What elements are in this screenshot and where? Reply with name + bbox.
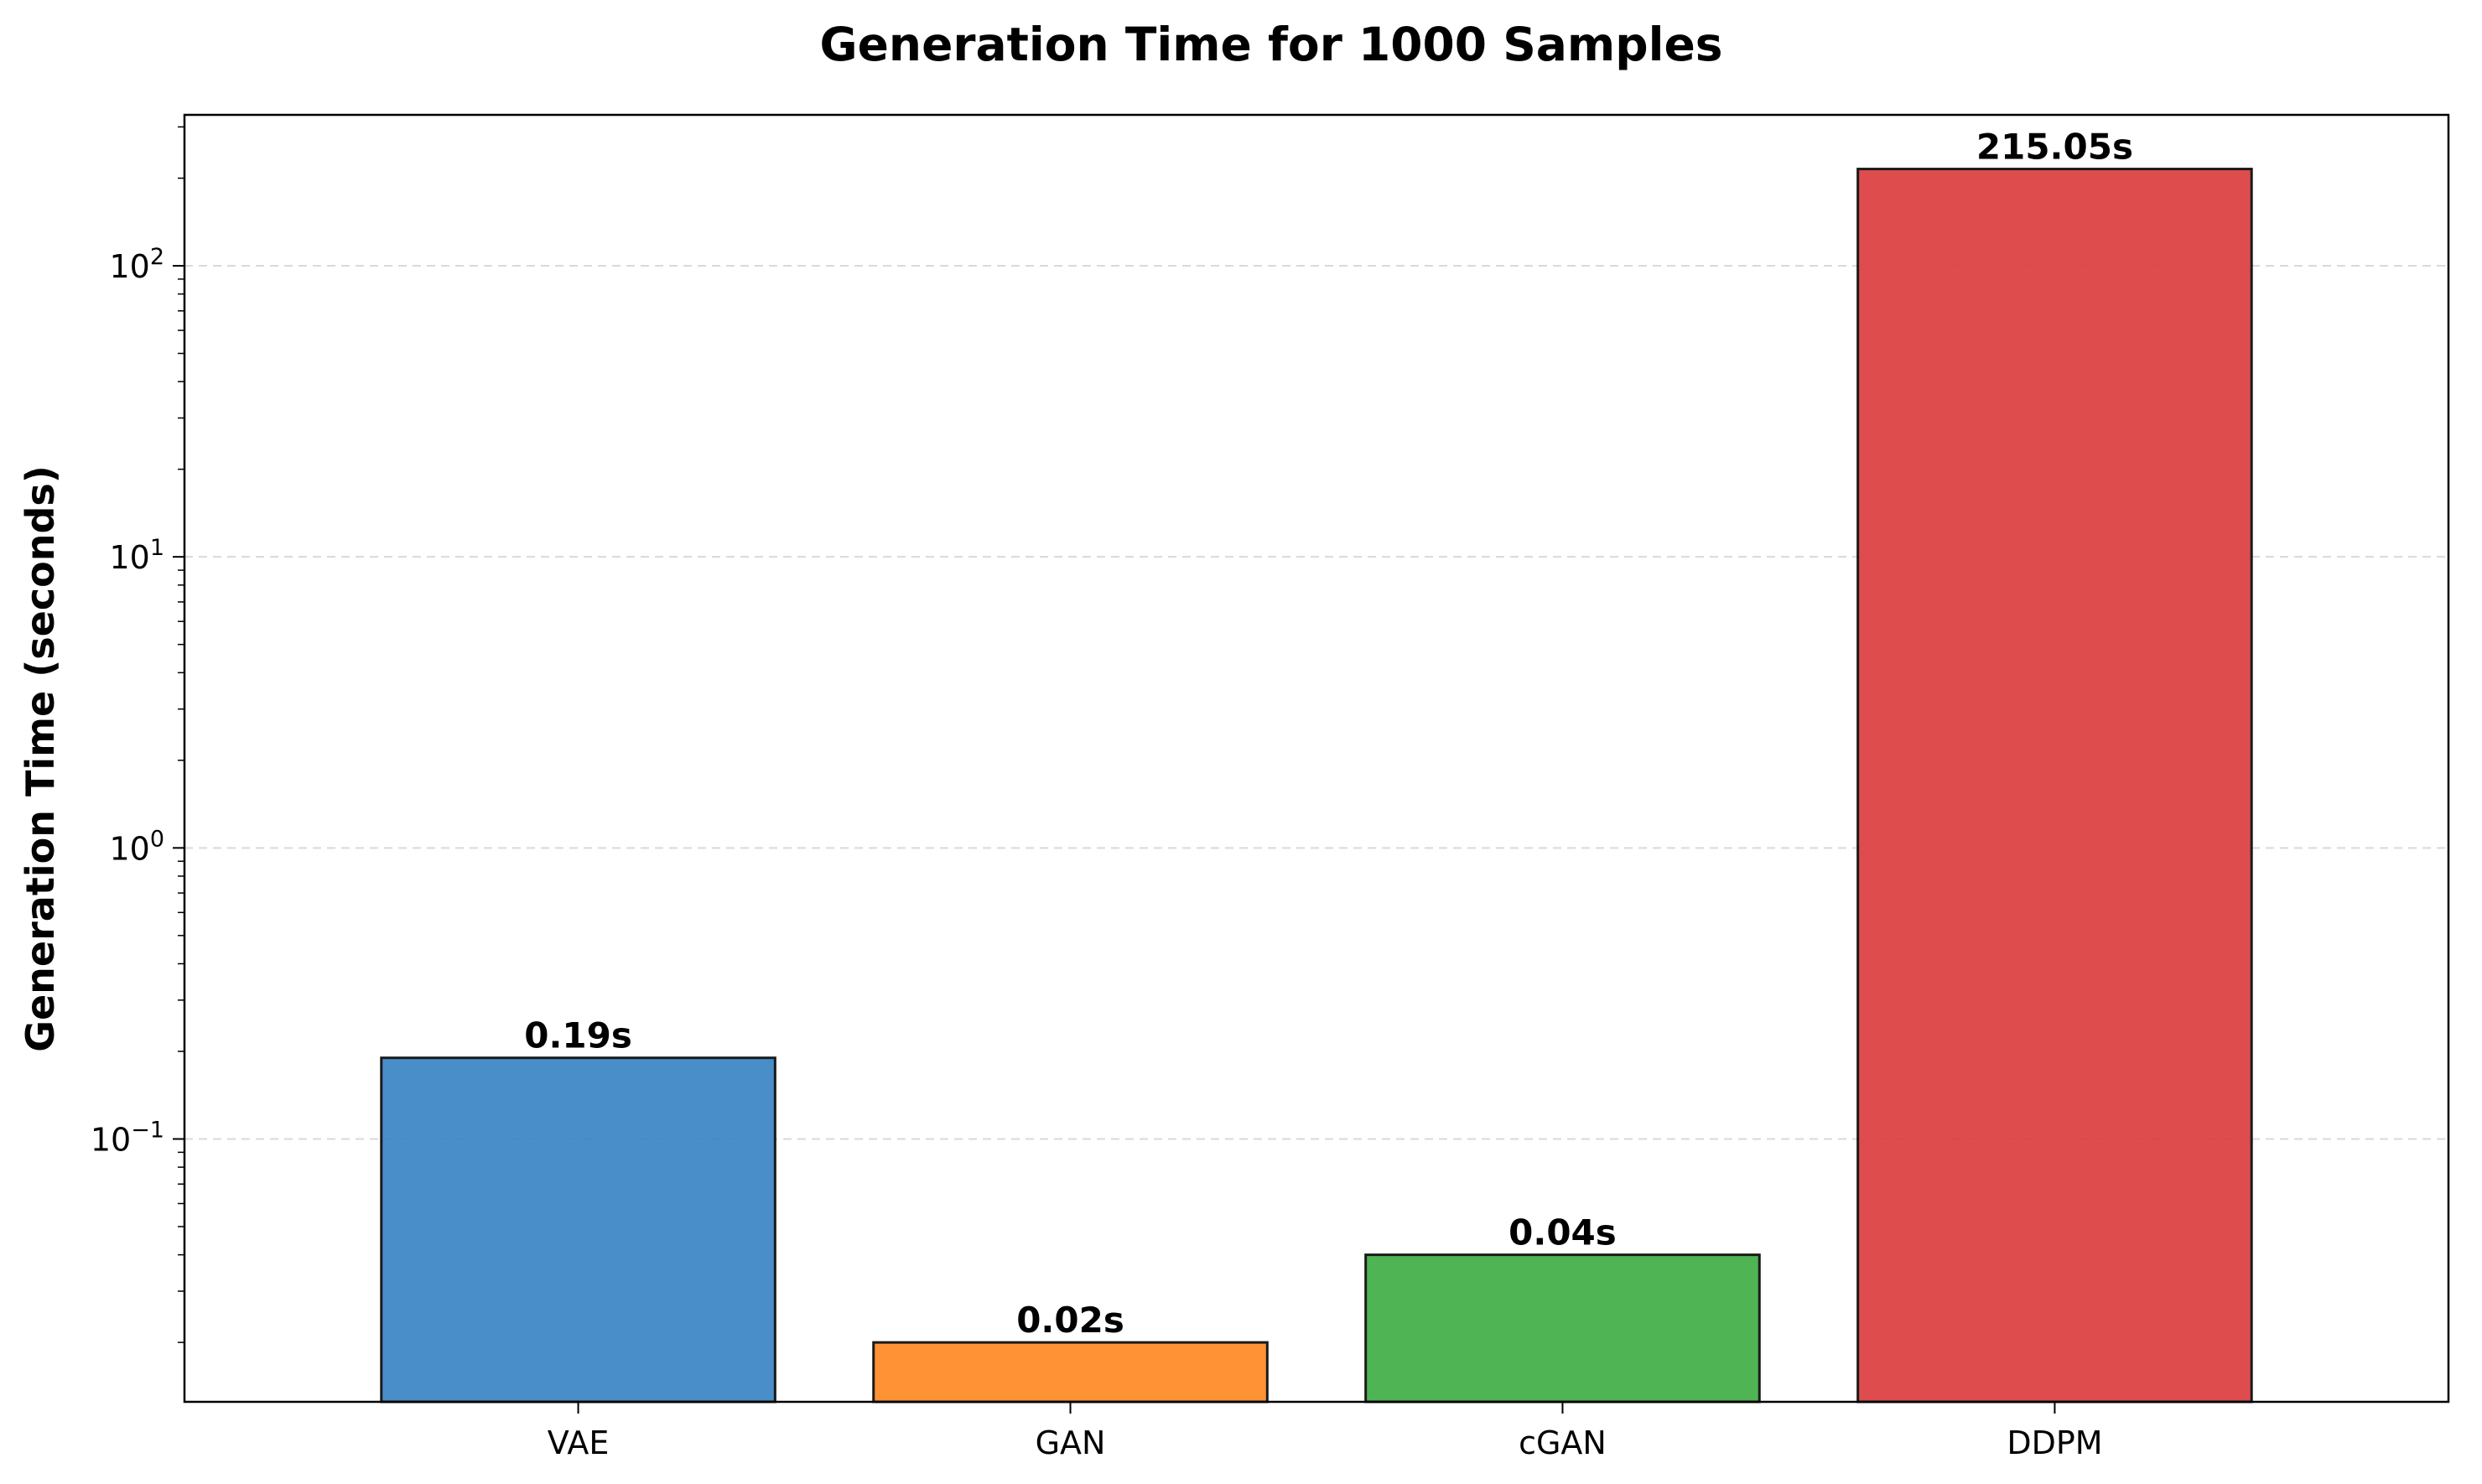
y-tick-label: 100: [109, 826, 164, 867]
bar-value-label: 0.02s: [1016, 1300, 1124, 1341]
bar-ddpm: [1856, 168, 2253, 1404]
chart-title: Generation Time for 1000 Samples: [819, 18, 1722, 71]
bar-gan: [872, 1341, 1269, 1404]
bar-value-label: 0.04s: [1508, 1212, 1617, 1253]
plot-frame: [183, 113, 2450, 1404]
x-tick-label: DDPM: [2007, 1424, 2102, 1461]
bar-value-labels: 0.19s 0.02s 0.04s 215.05s: [524, 127, 2133, 1341]
y-axis: 10−1 100 101 102: [91, 126, 184, 1343]
x-tick-label: cGAN: [1519, 1424, 1607, 1461]
y-tick-label: 10−1: [91, 1117, 164, 1158]
bars: [380, 168, 2253, 1404]
bar-value-label: 215.05s: [1976, 127, 2133, 168]
bar-vae: [380, 1056, 776, 1404]
bar-value-label: 0.19s: [524, 1015, 632, 1056]
y-tick-label: 101: [109, 535, 164, 576]
x-axis: VAE GAN cGAN DDPM: [548, 1402, 2103, 1461]
y-tick-label: 102: [109, 244, 164, 285]
y-axis-label: Generation Time (seconds): [18, 465, 63, 1052]
x-tick-label: GAN: [1036, 1424, 1106, 1461]
bar-cgan: [1364, 1253, 1761, 1404]
x-tick-label: VAE: [548, 1424, 610, 1461]
